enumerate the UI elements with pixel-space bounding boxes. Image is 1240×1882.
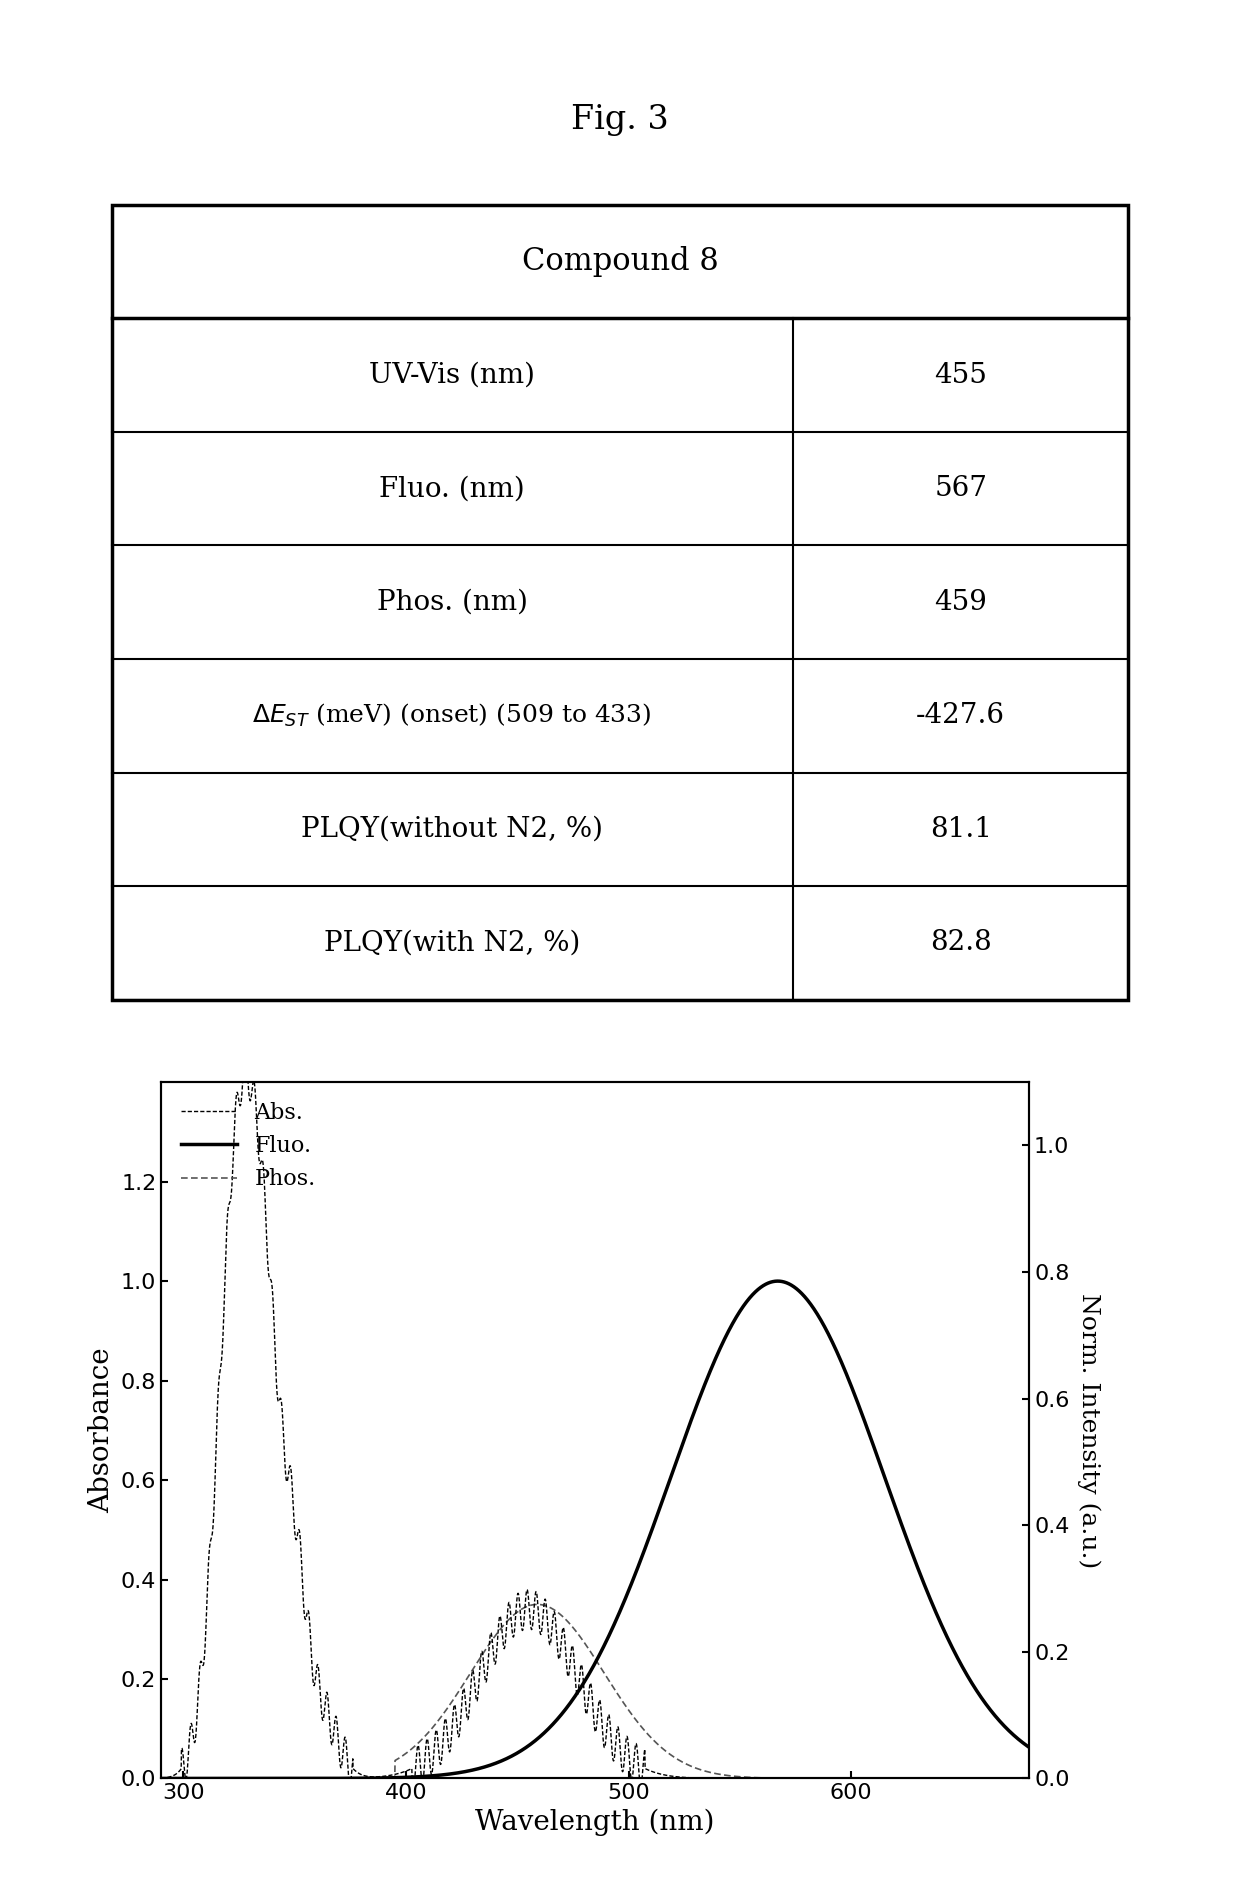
Abs. bbox=[305, 1654, 320, 1677]
Fluo. bbox=[1022, 1735, 1037, 1758]
Phos. bbox=[911, 1767, 926, 1790]
Abs. bbox=[154, 1767, 169, 1790]
Text: Phos. (nm): Phos. (nm) bbox=[377, 589, 528, 615]
Text: PLQY(with N2, %): PLQY(with N2, %) bbox=[324, 930, 580, 956]
X-axis label: Wavelength (nm): Wavelength (nm) bbox=[475, 1809, 715, 1837]
Legend: Abs., Fluo., Phos.: Abs., Fluo., Phos. bbox=[172, 1093, 325, 1199]
Line: Fluo.: Fluo. bbox=[161, 1282, 1029, 1778]
Fluo. bbox=[1004, 1722, 1019, 1745]
Fluo. bbox=[525, 1731, 539, 1754]
Text: 567: 567 bbox=[934, 474, 987, 502]
Abs. bbox=[1006, 1767, 1021, 1790]
Text: Fig. 3: Fig. 3 bbox=[572, 104, 668, 137]
Abs. bbox=[525, 1617, 539, 1639]
Text: 82.8: 82.8 bbox=[930, 930, 992, 956]
Abs. bbox=[911, 1767, 926, 1790]
Y-axis label: Norm. Intensity (a.u.): Norm. Intensity (a.u.) bbox=[1076, 1293, 1100, 1568]
Line: Phos.: Phos. bbox=[161, 1605, 1029, 1778]
Text: Fluo. (nm): Fluo. (nm) bbox=[379, 474, 525, 502]
Abs. bbox=[487, 1652, 502, 1675]
Phos. bbox=[529, 1594, 544, 1617]
Text: 455: 455 bbox=[934, 361, 987, 388]
Text: 81.1: 81.1 bbox=[930, 817, 992, 843]
Phos. bbox=[304, 1767, 319, 1790]
Phos. bbox=[525, 1594, 539, 1617]
Text: $\Delta E_{ST}$ (meV) (onset) (509 to 433): $\Delta E_{ST}$ (meV) (onset) (509 to 43… bbox=[253, 702, 652, 730]
Y-axis label: Absorbance: Absorbance bbox=[88, 1348, 115, 1513]
Phos. bbox=[154, 1767, 169, 1790]
Text: PLQY(without N2, %): PLQY(without N2, %) bbox=[301, 817, 603, 843]
Phos. bbox=[486, 1626, 501, 1649]
Abs. bbox=[253, 1152, 268, 1174]
Phos. bbox=[1022, 1767, 1037, 1790]
Abs. bbox=[405, 1777, 420, 1799]
Abs. bbox=[238, 1043, 253, 1065]
Fluo. bbox=[154, 1767, 169, 1790]
Fluo. bbox=[304, 1767, 319, 1790]
Line: Abs.: Abs. bbox=[161, 1054, 1029, 1788]
Phos. bbox=[1004, 1767, 1019, 1790]
Fluo. bbox=[253, 1767, 268, 1790]
Fluo. bbox=[911, 1560, 926, 1583]
Fluo. bbox=[486, 1752, 501, 1775]
Abs. bbox=[1022, 1767, 1037, 1790]
Fluo. bbox=[770, 1270, 785, 1293]
Phos. bbox=[253, 1767, 268, 1790]
Bar bbox=[112, 205, 1128, 999]
Text: Compound 8: Compound 8 bbox=[522, 247, 718, 277]
Text: 459: 459 bbox=[934, 589, 987, 615]
Text: -427.6: -427.6 bbox=[916, 702, 1006, 730]
Text: UV-Vis (nm): UV-Vis (nm) bbox=[370, 361, 536, 388]
